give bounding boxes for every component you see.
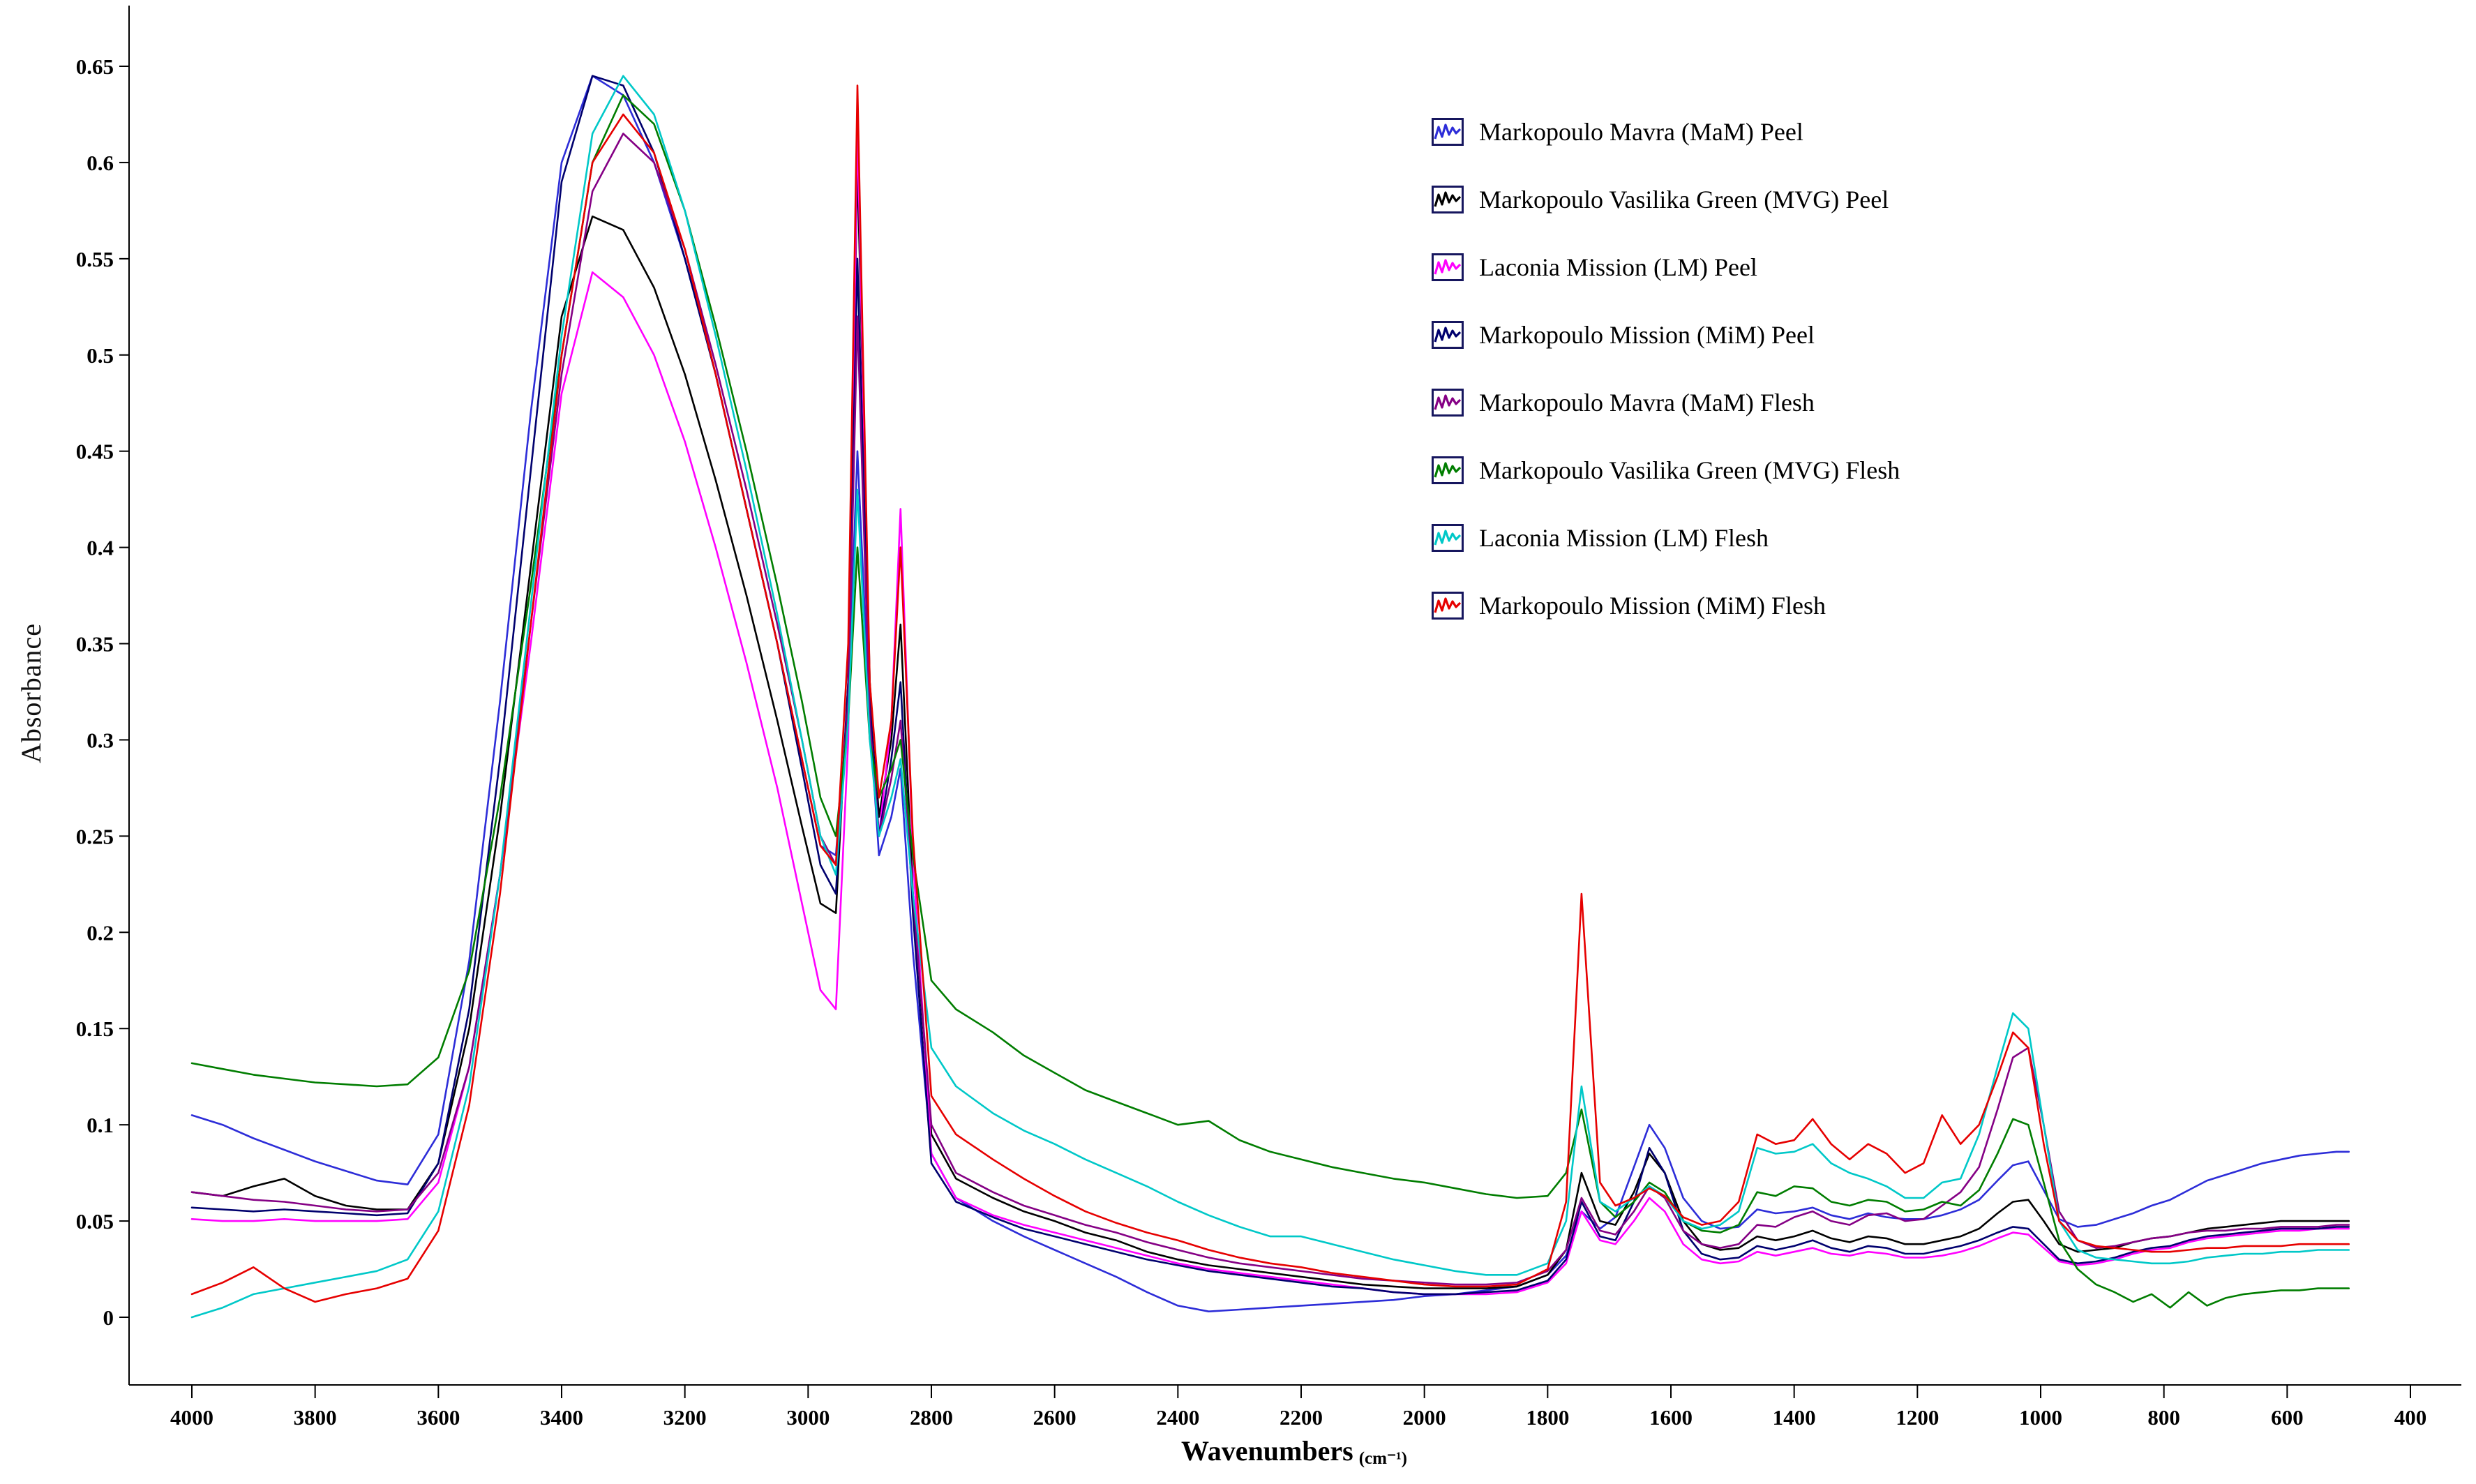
x-tick-label: 3600 bbox=[417, 1405, 460, 1430]
spectrum-line bbox=[190, 123, 2350, 1296]
legend-item: Markopoulo Vasilika Green (MVG) Flesh bbox=[1432, 436, 1900, 504]
legend-item: Laconia Mission (LM) Flesh bbox=[1432, 504, 1900, 571]
spectrum-line bbox=[190, 94, 2350, 1309]
x-tick-label: 2600 bbox=[1033, 1405, 1076, 1430]
x-tick-label: 1600 bbox=[1649, 1405, 1693, 1430]
legend-item: Markopoulo Mavra (MaM) Flesh bbox=[1432, 368, 1900, 436]
x-tick-label: 2200 bbox=[1280, 1405, 1323, 1430]
x-tick-label: 3000 bbox=[786, 1405, 830, 1430]
legend-swatch-icon bbox=[1432, 185, 1464, 213]
y-tick-label: 0.6 bbox=[87, 151, 114, 175]
x-tick-label: 3200 bbox=[663, 1405, 707, 1430]
spectrum-line bbox=[190, 161, 2350, 1289]
y-tick-label: 0.35 bbox=[76, 632, 114, 657]
legend-item: Markopoulo Mavra (MaM) Peel bbox=[1432, 98, 1900, 165]
y-tick-label: 0.05 bbox=[76, 1209, 114, 1234]
legend-item: Markopoulo Vasilika Green (MVG) Peel bbox=[1432, 165, 1900, 233]
x-tick-label: 4000 bbox=[170, 1405, 213, 1430]
legend-label: Markopoulo Mission (MiM) Flesh bbox=[1479, 591, 1826, 620]
spectrum-line bbox=[190, 75, 2350, 1319]
x-tick-label: 400 bbox=[2394, 1405, 2427, 1430]
y-tick-label: 0.15 bbox=[76, 1017, 114, 1041]
x-tick-label: 1400 bbox=[1773, 1405, 1816, 1430]
spectrum-line bbox=[190, 133, 2350, 1286]
x-tick-label: 800 bbox=[2147, 1405, 2180, 1430]
y-axis-title: Absorbance bbox=[15, 622, 47, 764]
legend-swatch-icon bbox=[1432, 523, 1464, 552]
y-tick-label: 0 bbox=[103, 1305, 114, 1330]
x-axis-title: Wavenumbers (cm⁻¹) bbox=[129, 1434, 2459, 1468]
x-tick-label: 2000 bbox=[1403, 1405, 1446, 1430]
y-tick-label: 0.65 bbox=[76, 54, 114, 79]
legend-swatch-icon bbox=[1432, 388, 1464, 417]
legend-label: Markopoulo Mission (MiM) Peel bbox=[1479, 320, 1815, 349]
legend-item: Laconia Mission (LM) Peel bbox=[1432, 233, 1900, 301]
x-axis-title-text: Wavenumbers bbox=[1181, 1435, 1353, 1467]
legend-label: Markopoulo Mavra (MaM) Flesh bbox=[1479, 388, 1815, 417]
x-tick-label: 3800 bbox=[294, 1405, 337, 1430]
legend-label: Laconia Mission (LM) Flesh bbox=[1479, 523, 1769, 552]
x-axis-unit: (cm⁻¹) bbox=[1358, 1449, 1407, 1468]
legend-swatch-icon bbox=[1432, 320, 1464, 349]
x-tick-label: 2400 bbox=[1156, 1405, 1199, 1430]
y-tick-label: 0.5 bbox=[87, 343, 114, 368]
x-tick-label: 1000 bbox=[2019, 1405, 2062, 1430]
spectrum-line bbox=[190, 84, 2350, 1303]
legend-label: Markopoulo Mavra (MaM) Peel bbox=[1479, 117, 1803, 146]
x-tick-label: 2800 bbox=[910, 1405, 953, 1430]
legend-item: Markopoulo Mission (MiM) Peel bbox=[1432, 301, 1900, 368]
y-tick-label: 0.2 bbox=[87, 920, 114, 945]
legend-item: Markopoulo Mission (MiM) Flesh bbox=[1432, 571, 1900, 639]
y-tick-label: 0.4 bbox=[87, 536, 114, 560]
x-tick-label: 3400 bbox=[540, 1405, 583, 1430]
x-tick-label: 1800 bbox=[1526, 1405, 1569, 1430]
y-tick-label: 0.25 bbox=[76, 824, 114, 848]
x-tick-label: 600 bbox=[2271, 1405, 2304, 1430]
y-axis-title-wrap: Absorbance bbox=[0, 0, 63, 1484]
legend-label: Laconia Mission (LM) Peel bbox=[1479, 253, 1757, 281]
y-tick-label: 0.45 bbox=[76, 440, 114, 464]
y-tick-label: 0.3 bbox=[87, 728, 114, 752]
legend: Markopoulo Mavra (MaM) Peel Markopoulo Va… bbox=[1432, 98, 1900, 639]
x-tick-label: 1200 bbox=[1896, 1405, 1939, 1430]
spectrum-line bbox=[190, 75, 2350, 1296]
legend-swatch-icon bbox=[1432, 117, 1464, 146]
legend-label: Markopoulo Vasilika Green (MVG) Peel bbox=[1479, 185, 1889, 213]
legend-swatch-icon bbox=[1432, 456, 1464, 484]
y-tick-label: 0.1 bbox=[87, 1113, 114, 1137]
legend-swatch-icon bbox=[1432, 253, 1464, 281]
legend-label: Markopoulo Vasilika Green (MVG) Flesh bbox=[1479, 456, 1900, 484]
legend-swatch-icon bbox=[1432, 591, 1464, 620]
y-tick-label: 0.55 bbox=[76, 247, 114, 271]
